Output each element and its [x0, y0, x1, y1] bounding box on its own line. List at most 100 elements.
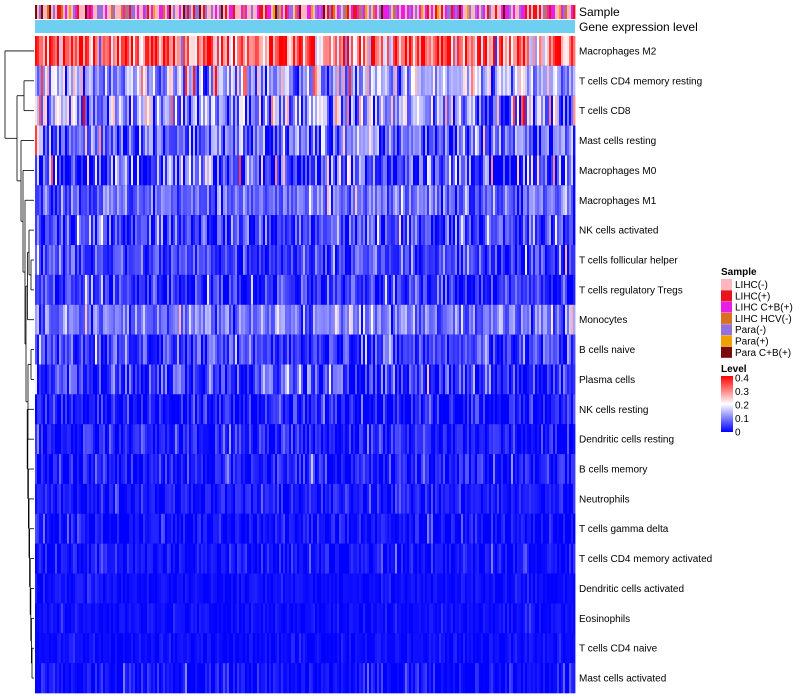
heatmap-cell: [351, 65, 354, 97]
heatmap-cell: [427, 185, 430, 216]
heatmap-cell: [335, 364, 338, 395]
heatmap-cell: [273, 454, 276, 485]
heatmap-cell: [35, 215, 38, 246]
heatmap-cell: [259, 245, 262, 276]
heatmap-cell: [331, 424, 334, 455]
sample-annotation-cell: [229, 5, 232, 19]
heatmap-cell: [313, 95, 316, 126]
heatmap-cell: [267, 513, 270, 544]
heatmap-cell: [105, 304, 108, 335]
heatmap-cell: [43, 424, 46, 455]
heatmap-cell: [385, 334, 388, 365]
heatmap-cell: [101, 245, 104, 276]
sample-annotation-cell: [283, 5, 286, 19]
heatmap-cell: [311, 334, 314, 365]
heatmap-cell: [345, 454, 348, 485]
heatmap-cell: [441, 483, 444, 515]
heatmap-cell: [365, 245, 368, 276]
heatmap-cell: [57, 215, 60, 246]
heatmap-cell: [235, 394, 238, 425]
heatmap-cell: [559, 245, 562, 276]
heatmap-cell: [333, 95, 336, 126]
sample-annotation-cell: [247, 5, 250, 19]
heatmap-cell: [423, 95, 426, 126]
heatmap-cell: [197, 483, 200, 515]
heatmap-cell: [149, 245, 152, 276]
heatmap-cell: [413, 95, 416, 126]
heatmap-cell: [281, 483, 284, 515]
heatmap-cell: [321, 36, 324, 67]
heatmap-cell: [453, 394, 456, 425]
heatmap-cell: [449, 95, 452, 126]
heatmap-cell: [443, 454, 446, 485]
heatmap-cell: [347, 334, 350, 365]
heatmap-cell: [271, 424, 274, 455]
heatmap-cell: [535, 185, 538, 216]
heatmap-cell: [307, 394, 310, 425]
heatmap-cell: [137, 483, 140, 515]
heatmap-cell: [103, 274, 106, 306]
heatmap-cell: [369, 454, 372, 485]
heatmap-cell: [235, 274, 238, 306]
heatmap-cell: [115, 215, 118, 246]
heatmap-cell: [287, 95, 290, 126]
heatmap-cell: [119, 454, 122, 485]
heatmap-cell: [383, 394, 386, 425]
heatmap-cell: [77, 185, 80, 216]
heatmap-cell: [565, 274, 568, 306]
heatmap-cell: [311, 274, 314, 306]
heatmap-cell: [485, 394, 488, 425]
heatmap-cell: [249, 155, 252, 186]
heatmap-cell: [479, 304, 482, 335]
heatmap-cell: [391, 155, 394, 186]
heatmap-cell: [435, 483, 438, 515]
heatmap-cell: [207, 394, 210, 425]
heatmap-cell: [427, 483, 430, 515]
heatmap-cell: [147, 155, 150, 186]
heatmap-cell: [349, 364, 352, 395]
heatmap-cell: [239, 155, 242, 186]
heatmap-cell: [251, 185, 254, 216]
heatmap-cell: [357, 185, 360, 216]
heatmap-cell: [261, 394, 264, 425]
heatmap-cell: [153, 215, 156, 246]
heatmap-cell: [243, 364, 246, 395]
heatmap-cell: [133, 185, 136, 216]
heatmap-cell: [181, 454, 184, 485]
sample-annotation-cell: [373, 5, 376, 19]
heatmap-cell: [83, 36, 86, 67]
heatmap-cell: [341, 185, 344, 216]
heatmap-cell: [569, 394, 572, 425]
heatmap-cell: [169, 215, 172, 246]
heatmap-cell: [497, 304, 500, 335]
heatmap-cell: [319, 483, 322, 515]
heatmap-cell: [561, 334, 564, 365]
heatmap-cell: [503, 513, 506, 544]
heatmap-cell: [313, 215, 316, 246]
heatmap-cell: [239, 483, 242, 515]
heatmap-cell: [117, 215, 120, 246]
heatmap-cell: [135, 394, 138, 425]
heatmap-cell: [317, 245, 320, 276]
heatmap-cell: [369, 483, 372, 515]
heatmap-cell: [247, 513, 250, 544]
heatmap-cell: [531, 125, 534, 156]
heatmap-cell: [133, 394, 136, 425]
heatmap-cell: [245, 245, 248, 276]
heatmap-cell: [203, 36, 206, 67]
heatmap-cell: [223, 215, 226, 246]
heatmap-cell: [115, 454, 118, 485]
heatmap-cell: [209, 125, 212, 156]
heatmap-cell: [359, 95, 362, 126]
heatmap-cell: [381, 125, 384, 156]
heatmap-cell: [167, 245, 170, 276]
heatmap-cell: [243, 334, 246, 365]
heatmap-cell: [387, 36, 390, 67]
heatmap-cell: [179, 65, 182, 97]
heatmap-cell: [179, 483, 182, 515]
heatmap-cell: [159, 215, 162, 246]
heatmap-cell: [383, 95, 386, 126]
heatmap-cell: [37, 364, 40, 395]
heatmap-cell: [101, 65, 104, 97]
heatmap-cell: [199, 155, 202, 186]
